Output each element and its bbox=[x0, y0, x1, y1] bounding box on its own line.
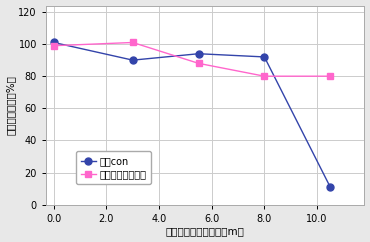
特殊泥和剂中流動 bbox=[131, 41, 135, 44]
Line: 特殊泥和剂中流動: 特殊泥和剂中流動 bbox=[50, 39, 334, 80]
普逝con bbox=[131, 59, 135, 62]
特殊泥和剂中流動 bbox=[51, 44, 56, 47]
Y-axis label: 相骨材変化率（%）: 相骨材変化率（%） bbox=[6, 75, 16, 135]
Legend: 普逝con, 特殊泥和剂中流動: 普逝con, 特殊泥和剂中流動 bbox=[76, 151, 151, 184]
普逝con bbox=[196, 52, 201, 55]
特殊泥和剂中流動 bbox=[196, 62, 201, 65]
普逝con bbox=[262, 55, 267, 58]
特殊泥和剂中流動 bbox=[262, 75, 267, 78]
X-axis label: 打設口からの距離　（m）: 打設口からの距離 （m） bbox=[166, 227, 245, 236]
特殊泥和剂中流動 bbox=[328, 75, 332, 78]
Line: 普逝con: 普逝con bbox=[50, 39, 334, 190]
普逝con bbox=[51, 41, 56, 44]
普逝con bbox=[328, 186, 332, 189]
